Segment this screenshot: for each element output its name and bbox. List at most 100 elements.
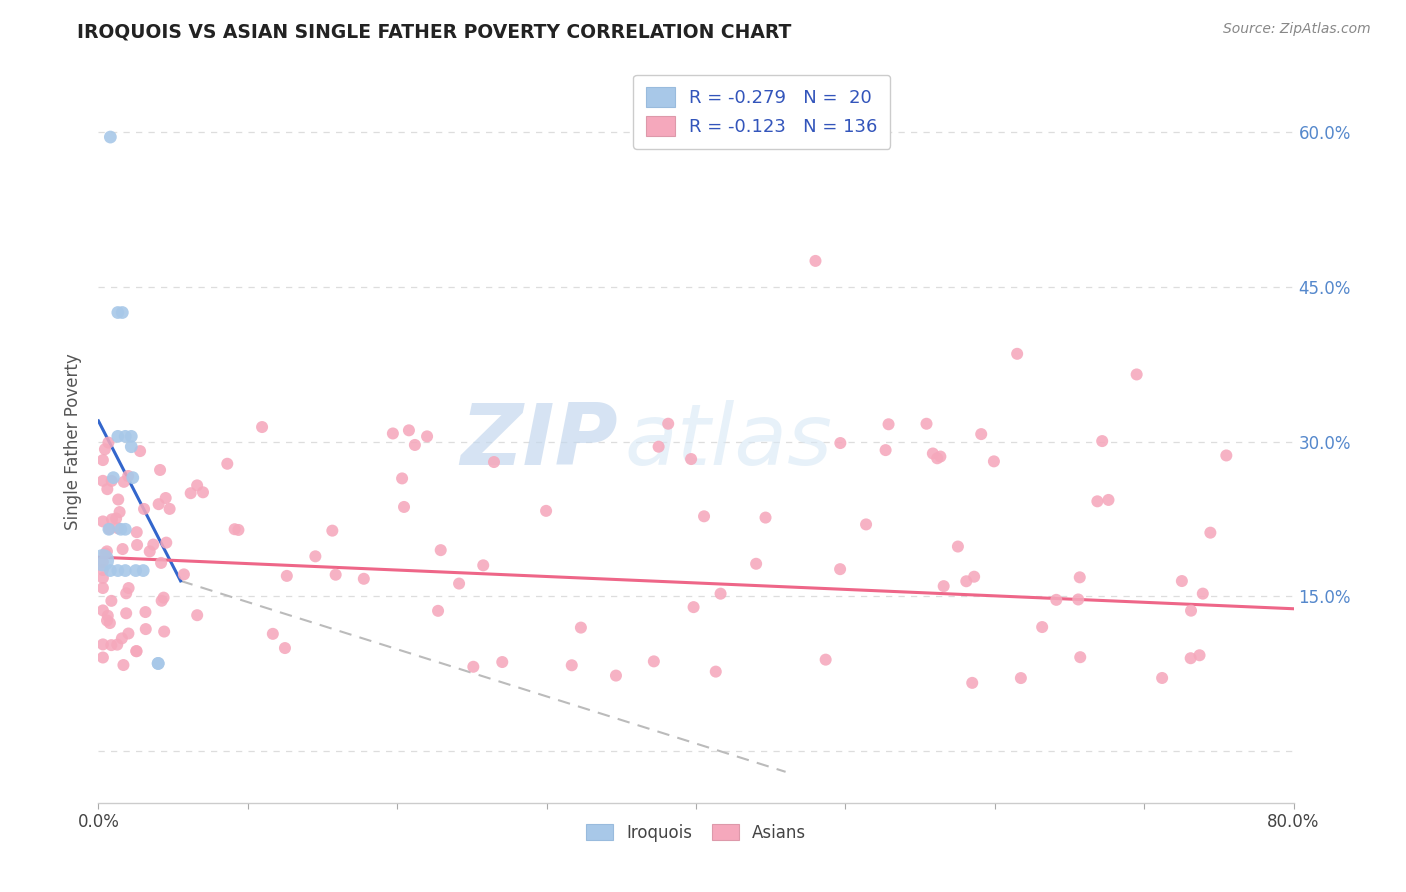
Text: atlas: atlas (624, 400, 832, 483)
Point (534, 504, 557, 518)
Point (392, 500, 415, 514)
Point (1171, 574, 1194, 588)
Point (1067, 592, 1090, 607)
Point (693, 509, 716, 524)
Point (1125, 368, 1147, 382)
Point (120, 429, 142, 443)
Point (1188, 648, 1211, 663)
Point (142, 538, 165, 552)
Point (103, 471, 125, 485)
Point (472, 558, 495, 573)
Point (149, 463, 172, 477)
Point (929, 450, 952, 464)
Point (132, 564, 155, 578)
Point (148, 497, 170, 511)
Point (745, 557, 768, 571)
Point (276, 569, 298, 583)
Text: Source: ZipAtlas.com: Source: ZipAtlas.com (1223, 22, 1371, 37)
Point (125, 564, 148, 578)
Point (381, 426, 404, 441)
Point (117, 581, 139, 595)
Point (932, 579, 955, 593)
Y-axis label: Single Father Poverty: Single Father Poverty (65, 353, 83, 530)
Point (100, 638, 122, 652)
Point (657, 417, 679, 431)
Point (98, 522, 121, 536)
Point (463, 660, 485, 674)
Point (114, 564, 136, 578)
Point (681, 452, 703, 467)
Point (96, 614, 118, 628)
Point (186, 608, 208, 623)
Point (120, 440, 142, 454)
Point (325, 567, 347, 582)
Point (877, 417, 900, 432)
Point (970, 427, 993, 442)
Point (97, 522, 120, 536)
Point (217, 457, 239, 471)
Point (647, 440, 669, 454)
Point (115, 607, 138, 621)
Point (155, 491, 177, 505)
Point (224, 522, 246, 536)
Point (101, 512, 124, 526)
Point (100, 474, 122, 488)
Point (91, 637, 114, 651)
Point (107, 564, 129, 578)
Point (153, 624, 176, 639)
Point (107, 305, 129, 319)
Point (429, 543, 451, 558)
Point (117, 469, 139, 483)
Point (391, 471, 413, 485)
Point (105, 511, 128, 525)
Point (1005, 347, 1028, 361)
Point (321, 524, 343, 538)
Point (754, 510, 776, 524)
Point (449, 576, 471, 591)
Point (107, 521, 129, 535)
Point (605, 668, 627, 682)
Point (186, 478, 208, 492)
Point (111, 632, 134, 646)
Point (148, 657, 170, 671)
Point (960, 676, 983, 690)
Point (804, 254, 827, 268)
Point (1097, 492, 1119, 507)
Point (91, 650, 114, 665)
Point (180, 486, 202, 500)
Point (91, 555, 114, 569)
Point (1199, 525, 1222, 540)
Point (1069, 650, 1091, 665)
Point (150, 556, 173, 570)
Point (927, 451, 949, 466)
Point (250, 420, 273, 434)
Point (100, 594, 122, 608)
Point (125, 644, 148, 658)
Text: ZIP: ZIP (461, 400, 619, 483)
Point (946, 540, 969, 554)
Point (108, 505, 131, 519)
Point (91, 453, 114, 467)
Point (569, 621, 592, 635)
Point (955, 574, 977, 589)
Point (91, 603, 114, 617)
Point (97, 608, 120, 623)
Point (138, 544, 160, 558)
Point (97, 435, 120, 450)
Point (150, 593, 173, 607)
Point (125, 525, 148, 540)
Point (427, 604, 450, 618)
Point (125, 538, 148, 552)
Point (1191, 586, 1213, 600)
Point (111, 542, 134, 557)
Point (110, 522, 132, 536)
Point (482, 455, 505, 469)
Point (91, 571, 114, 585)
Point (135, 622, 157, 636)
Point (682, 600, 704, 615)
Point (915, 417, 938, 431)
Point (155, 535, 177, 549)
Point (105, 638, 128, 652)
Point (94, 442, 117, 457)
Point (107, 492, 129, 507)
